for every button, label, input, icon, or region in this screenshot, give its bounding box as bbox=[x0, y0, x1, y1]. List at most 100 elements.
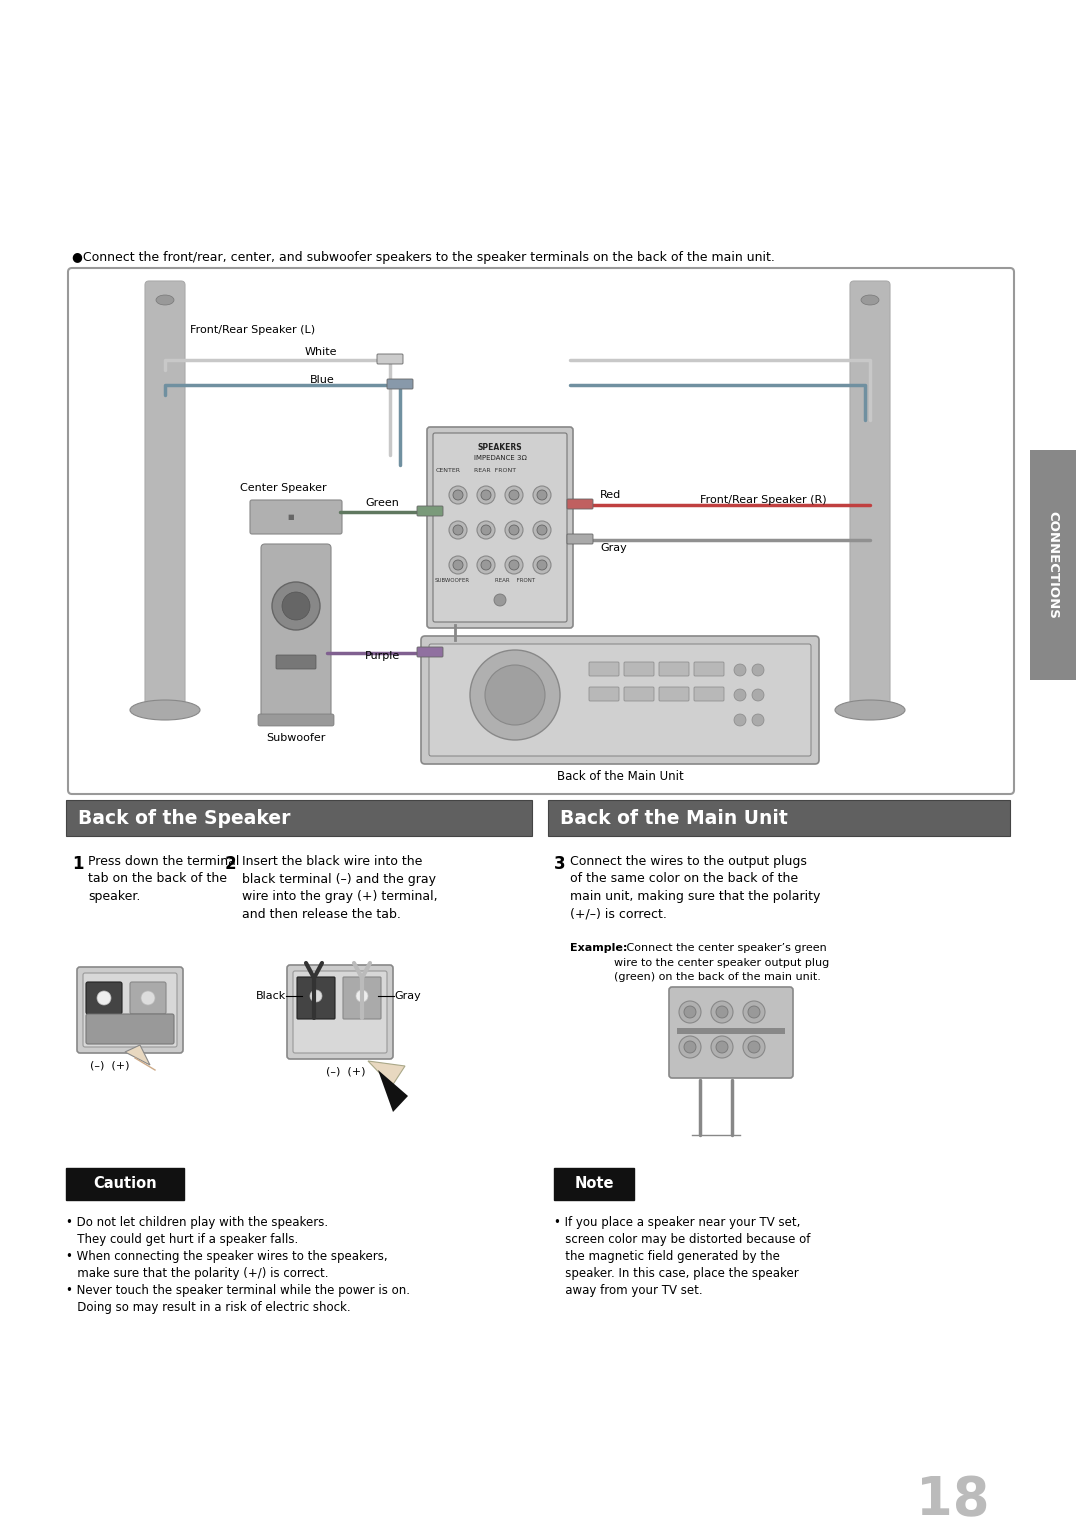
Text: • When connecting the speaker wires to the speakers,: • When connecting the speaker wires to t… bbox=[66, 1250, 388, 1264]
Text: Insert the black wire into the
black terminal (–) and the gray
wire into the gra: Insert the black wire into the black ter… bbox=[242, 856, 437, 920]
Circle shape bbox=[752, 665, 764, 675]
FancyBboxPatch shape bbox=[387, 379, 413, 390]
Polygon shape bbox=[368, 1060, 405, 1086]
FancyBboxPatch shape bbox=[548, 801, 1010, 836]
FancyBboxPatch shape bbox=[659, 688, 689, 701]
Circle shape bbox=[477, 521, 495, 539]
Ellipse shape bbox=[835, 700, 905, 720]
Text: Back of the Main Unit: Back of the Main Unit bbox=[556, 770, 684, 782]
FancyBboxPatch shape bbox=[276, 656, 316, 669]
FancyBboxPatch shape bbox=[567, 533, 593, 544]
Circle shape bbox=[505, 486, 523, 504]
Text: CONNECTIONS: CONNECTIONS bbox=[1047, 510, 1059, 619]
Circle shape bbox=[141, 992, 156, 1005]
FancyBboxPatch shape bbox=[77, 967, 183, 1053]
Text: Doing so may result in a risk of electric shock.: Doing so may result in a risk of electri… bbox=[66, 1300, 351, 1314]
Text: Connect the center speaker’s green: Connect the center speaker’s green bbox=[623, 943, 827, 953]
Circle shape bbox=[743, 1001, 765, 1024]
Circle shape bbox=[477, 486, 495, 504]
Circle shape bbox=[449, 486, 467, 504]
FancyBboxPatch shape bbox=[433, 432, 567, 622]
Text: Caution: Caution bbox=[93, 1177, 157, 1192]
Circle shape bbox=[481, 559, 491, 570]
Circle shape bbox=[481, 490, 491, 500]
FancyBboxPatch shape bbox=[421, 636, 819, 764]
Text: Gray: Gray bbox=[600, 542, 626, 553]
Text: Example:: Example: bbox=[570, 943, 627, 953]
Circle shape bbox=[716, 1041, 728, 1053]
FancyBboxPatch shape bbox=[130, 983, 166, 1015]
Text: Connect the wires to the output plugs
of the same color on the back of the
main : Connect the wires to the output plugs of… bbox=[570, 856, 821, 920]
Text: ●Connect the front/rear, center, and subwoofer speakers to the speaker terminals: ●Connect the front/rear, center, and sub… bbox=[72, 252, 774, 264]
FancyBboxPatch shape bbox=[258, 714, 334, 726]
Circle shape bbox=[310, 990, 322, 1002]
FancyBboxPatch shape bbox=[417, 506, 443, 516]
Circle shape bbox=[272, 582, 320, 630]
Text: They could get hurt if a speaker falls.: They could get hurt if a speaker falls. bbox=[66, 1233, 298, 1245]
FancyBboxPatch shape bbox=[377, 354, 403, 364]
FancyBboxPatch shape bbox=[66, 801, 532, 836]
Circle shape bbox=[748, 1041, 760, 1053]
Text: 3: 3 bbox=[554, 856, 566, 872]
Polygon shape bbox=[378, 1070, 408, 1112]
FancyBboxPatch shape bbox=[669, 987, 793, 1077]
Text: Red: Red bbox=[600, 490, 621, 500]
Text: wire to the center speaker output plug: wire to the center speaker output plug bbox=[615, 958, 829, 969]
Text: • Do not let children play with the speakers.: • Do not let children play with the spea… bbox=[66, 1216, 328, 1229]
FancyBboxPatch shape bbox=[66, 1167, 184, 1199]
Circle shape bbox=[734, 665, 746, 675]
Text: Note: Note bbox=[575, 1177, 613, 1192]
Ellipse shape bbox=[861, 295, 879, 306]
Circle shape bbox=[534, 556, 551, 575]
FancyBboxPatch shape bbox=[68, 267, 1014, 795]
Text: CENTER: CENTER bbox=[435, 468, 460, 472]
Circle shape bbox=[485, 665, 545, 724]
Text: Front/Rear Speaker (L): Front/Rear Speaker (L) bbox=[190, 325, 315, 335]
Circle shape bbox=[449, 521, 467, 539]
Text: Green: Green bbox=[365, 498, 399, 507]
FancyBboxPatch shape bbox=[694, 688, 724, 701]
FancyBboxPatch shape bbox=[850, 281, 890, 714]
FancyBboxPatch shape bbox=[624, 688, 654, 701]
FancyBboxPatch shape bbox=[427, 426, 573, 628]
Text: REAR  FRONT: REAR FRONT bbox=[474, 468, 516, 472]
Text: Press down the terminal
tab on the back of the
speaker.: Press down the terminal tab on the back … bbox=[87, 856, 240, 903]
Ellipse shape bbox=[130, 700, 200, 720]
Text: Subwoofer: Subwoofer bbox=[267, 733, 326, 743]
Circle shape bbox=[453, 559, 463, 570]
FancyBboxPatch shape bbox=[83, 973, 177, 1047]
FancyBboxPatch shape bbox=[429, 643, 811, 756]
FancyBboxPatch shape bbox=[624, 662, 654, 675]
Text: the magnetic field generated by the: the magnetic field generated by the bbox=[554, 1250, 780, 1264]
Circle shape bbox=[679, 1036, 701, 1057]
Circle shape bbox=[494, 594, 507, 607]
FancyBboxPatch shape bbox=[293, 970, 387, 1053]
FancyBboxPatch shape bbox=[297, 976, 335, 1019]
FancyBboxPatch shape bbox=[589, 688, 619, 701]
Text: • Never touch the speaker terminal while the power is on.: • Never touch the speaker terminal while… bbox=[66, 1284, 410, 1297]
Circle shape bbox=[711, 1036, 733, 1057]
FancyBboxPatch shape bbox=[677, 1028, 785, 1034]
Text: ■: ■ bbox=[287, 513, 295, 520]
Circle shape bbox=[684, 1005, 696, 1018]
Circle shape bbox=[509, 526, 519, 535]
Text: (–)  (+): (–) (+) bbox=[90, 1060, 130, 1071]
FancyBboxPatch shape bbox=[287, 966, 393, 1059]
Text: • If you place a speaker near your TV set,: • If you place a speaker near your TV se… bbox=[554, 1216, 800, 1229]
Circle shape bbox=[752, 689, 764, 701]
Text: 1: 1 bbox=[72, 856, 83, 872]
Circle shape bbox=[97, 992, 111, 1005]
Circle shape bbox=[716, 1005, 728, 1018]
FancyBboxPatch shape bbox=[694, 662, 724, 675]
Text: IMPEDANCE 3Ω: IMPEDANCE 3Ω bbox=[473, 455, 526, 461]
Circle shape bbox=[453, 490, 463, 500]
FancyBboxPatch shape bbox=[589, 662, 619, 675]
Text: 18: 18 bbox=[917, 1475, 990, 1526]
Circle shape bbox=[752, 714, 764, 726]
Text: Black: Black bbox=[256, 992, 286, 1001]
FancyBboxPatch shape bbox=[554, 1167, 634, 1199]
Text: Purple: Purple bbox=[365, 651, 401, 662]
Circle shape bbox=[748, 1005, 760, 1018]
Circle shape bbox=[743, 1036, 765, 1057]
Circle shape bbox=[453, 526, 463, 535]
